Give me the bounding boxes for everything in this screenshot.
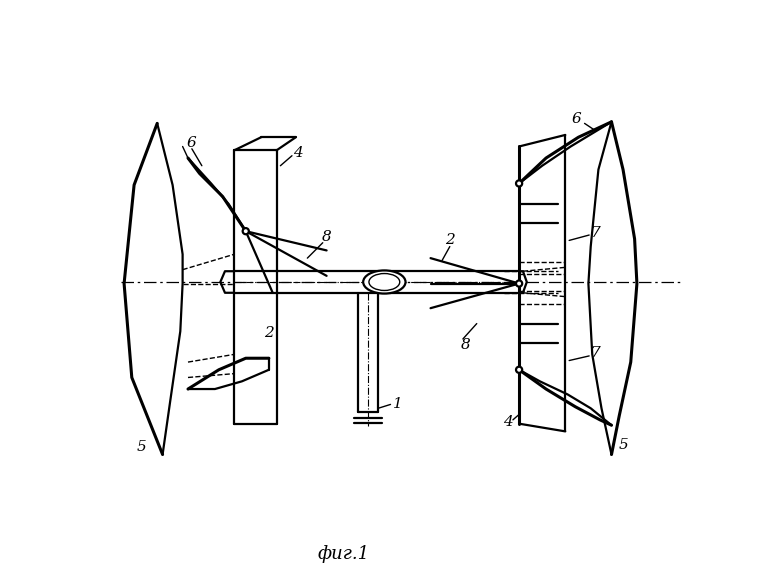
Text: 8: 8 [460, 338, 470, 352]
Ellipse shape [516, 367, 522, 373]
Text: 6: 6 [187, 137, 197, 151]
Text: 5: 5 [137, 440, 147, 454]
Text: 2: 2 [264, 326, 274, 340]
Text: 7: 7 [590, 226, 600, 240]
Text: 4: 4 [502, 415, 512, 429]
Text: 2: 2 [445, 233, 455, 247]
Ellipse shape [369, 273, 399, 291]
Text: 8: 8 [321, 230, 331, 244]
Text: 7: 7 [590, 346, 600, 360]
Ellipse shape [516, 280, 522, 287]
Text: 5: 5 [619, 438, 628, 452]
Ellipse shape [363, 270, 406, 294]
Ellipse shape [516, 181, 522, 186]
Text: 6: 6 [572, 112, 582, 126]
Ellipse shape [243, 228, 249, 234]
Text: 4: 4 [293, 146, 303, 160]
Text: фиг.1: фиг.1 [317, 545, 369, 563]
Text: 1: 1 [393, 397, 403, 412]
